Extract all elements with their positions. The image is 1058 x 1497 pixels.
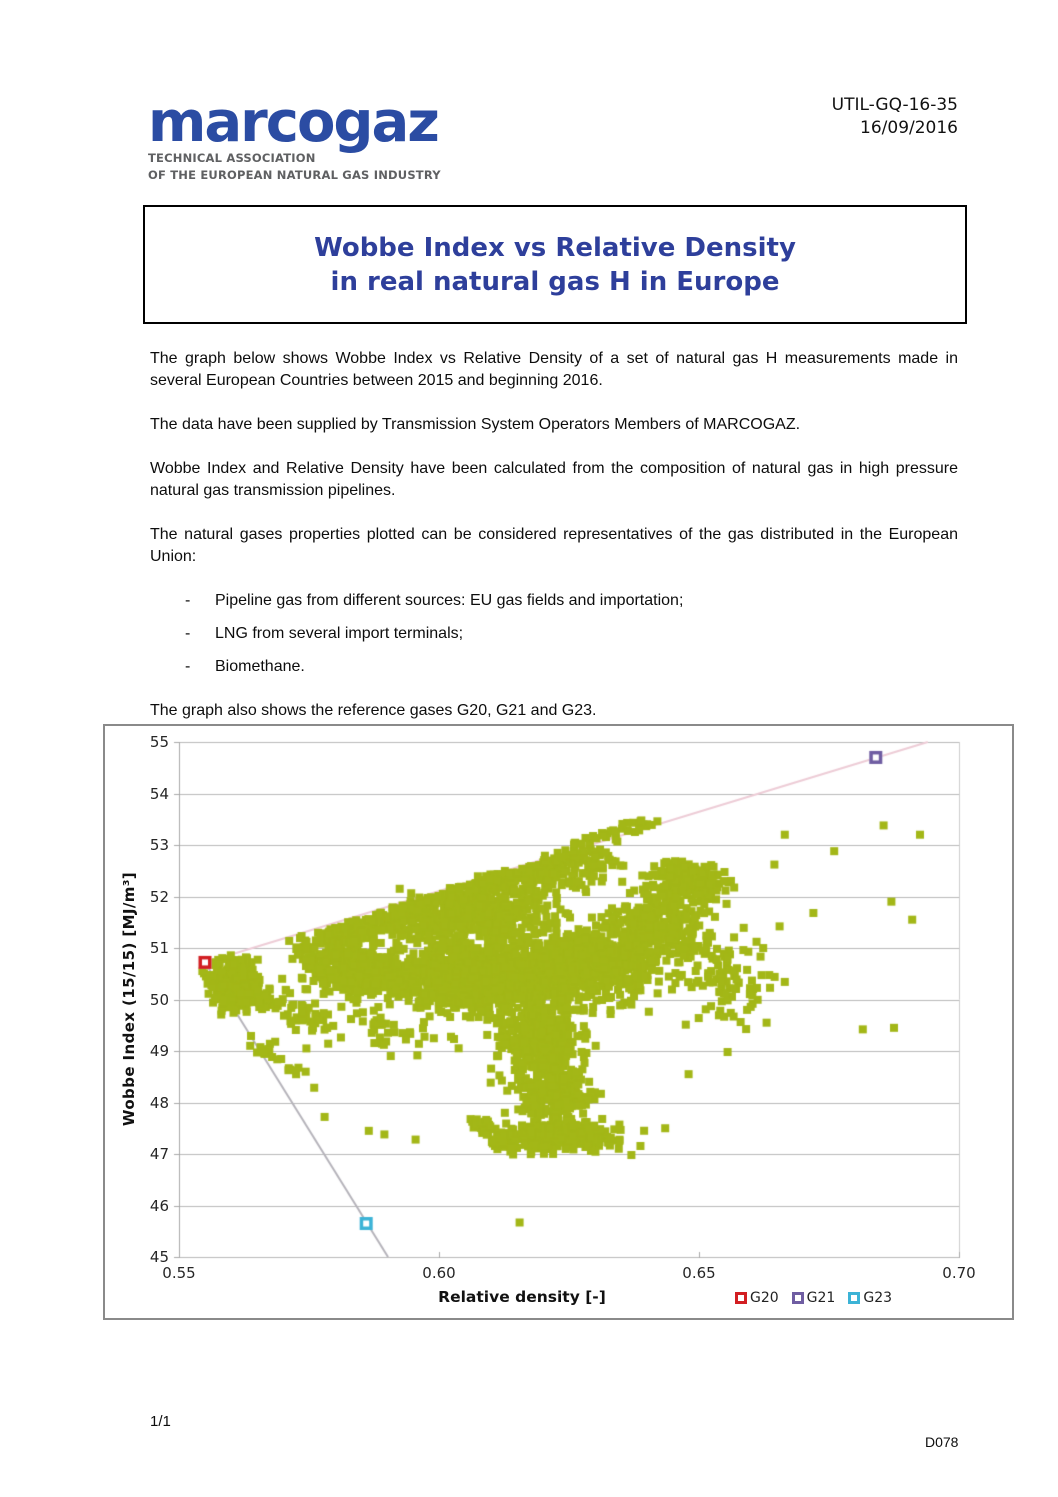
legend-item: G23: [848, 1290, 892, 1306]
chart-legend: G20 G21 G23: [735, 1290, 892, 1306]
y-tick-label: 50: [149, 990, 169, 1009]
paragraph: The graph below shows Wobbe Index vs Rel…: [150, 350, 958, 389]
page-title-line2: in real natural gas H in Europe: [330, 266, 780, 297]
y-axis-title: Wobbe Index (15/15) [MJ/m³]: [120, 871, 138, 1127]
logo-tagline-line2: OF THE EUROPEAN NATURAL GAS INDUSTRY: [148, 168, 441, 182]
y-tick-label: 46: [149, 1196, 169, 1215]
bullet-text: LNG from several import terminals;: [215, 625, 464, 642]
legend-label: G23: [863, 1290, 893, 1306]
y-tick-label: 55: [149, 733, 169, 751]
y-tick-label: 45: [149, 1248, 169, 1266]
x-tick-label: 0.55: [162, 1264, 196, 1282]
bullet-text: Biomethane.: [215, 658, 305, 675]
legend-label: G20: [750, 1290, 779, 1306]
logo-wordmark: marcogaz: [148, 90, 440, 155]
paragraph: Wobbe Index and Relative Density have be…: [150, 460, 958, 499]
list-item: - Pipeline gas from different sources: EU…: [150, 590, 958, 612]
legend-marker-icon: [848, 1292, 861, 1304]
y-tick-label: 47: [149, 1145, 169, 1163]
page-number: 1/1: [150, 1413, 171, 1430]
y-tick-label: 54: [149, 784, 169, 803]
x-axis-title: Relative density [-]: [438, 1288, 606, 1306]
paragraph: The data have been supplied by Transmiss…: [150, 416, 801, 433]
page-title-line1: Wobbe Index vs Relative Density: [314, 232, 796, 263]
document-code: D078: [925, 1434, 959, 1450]
y-tick-label: 48: [149, 1093, 169, 1112]
list-item: - Biomethane.: [150, 656, 958, 678]
paragraph: The graph also shows the reference gases…: [150, 702, 597, 719]
bullet-list: - Pipeline gas from different sources: EU…: [150, 590, 958, 678]
legend-item: G20: [735, 1290, 779, 1306]
legend-marker-icon: [735, 1292, 747, 1304]
marcogaz-logo: marcogaz TECHNICAL ASSOCIATION OF THE EU…: [148, 90, 441, 184]
y-tick-label: 49: [149, 1042, 169, 1060]
y-tick-label: 53: [149, 836, 169, 854]
bullet-dash: -: [185, 658, 191, 675]
scatter-chart: 45 46 47 48 49 50 51 52 53 54 55 0.55 0.60 0.65 0.70 …: [103, 724, 1016, 1322]
document-ref-number: UTIL-GQ-16-35: [831, 95, 958, 115]
document-reference-block: UTIL-GQ-16-35 16/09/2016: [832, 94, 958, 140]
y-tick-label: 52: [149, 887, 169, 906]
legend-label: G21: [806, 1290, 836, 1306]
bullet-dash: -: [185, 625, 191, 642]
legend-marker-icon: [791, 1292, 804, 1304]
legend-item: G21: [791, 1290, 836, 1306]
logo-tagline-line1: TECHNICAL ASSOCIATION: [148, 151, 316, 165]
title-box: Wobbe Index vs Relative Density in real …: [143, 205, 967, 324]
body-text: The graph below shows Wobbe Index vs Rel…: [150, 348, 958, 744]
bullet-dash: -: [185, 592, 191, 609]
x-tick-label: 0.65: [682, 1264, 716, 1282]
y-tick-label: 51: [149, 939, 169, 957]
list-item: - LNG from several import terminals;: [150, 623, 958, 645]
paragraph: The natural gases properties plotted can…: [150, 526, 958, 565]
chart-canvas: [105, 726, 1016, 1322]
bullet-text: Pipeline gas from different sources: EU …: [215, 592, 684, 609]
x-tick-label: 0.60: [422, 1264, 456, 1282]
x-tick-label: 0.70: [942, 1264, 976, 1282]
document-date: 16/09/2016: [860, 118, 958, 138]
